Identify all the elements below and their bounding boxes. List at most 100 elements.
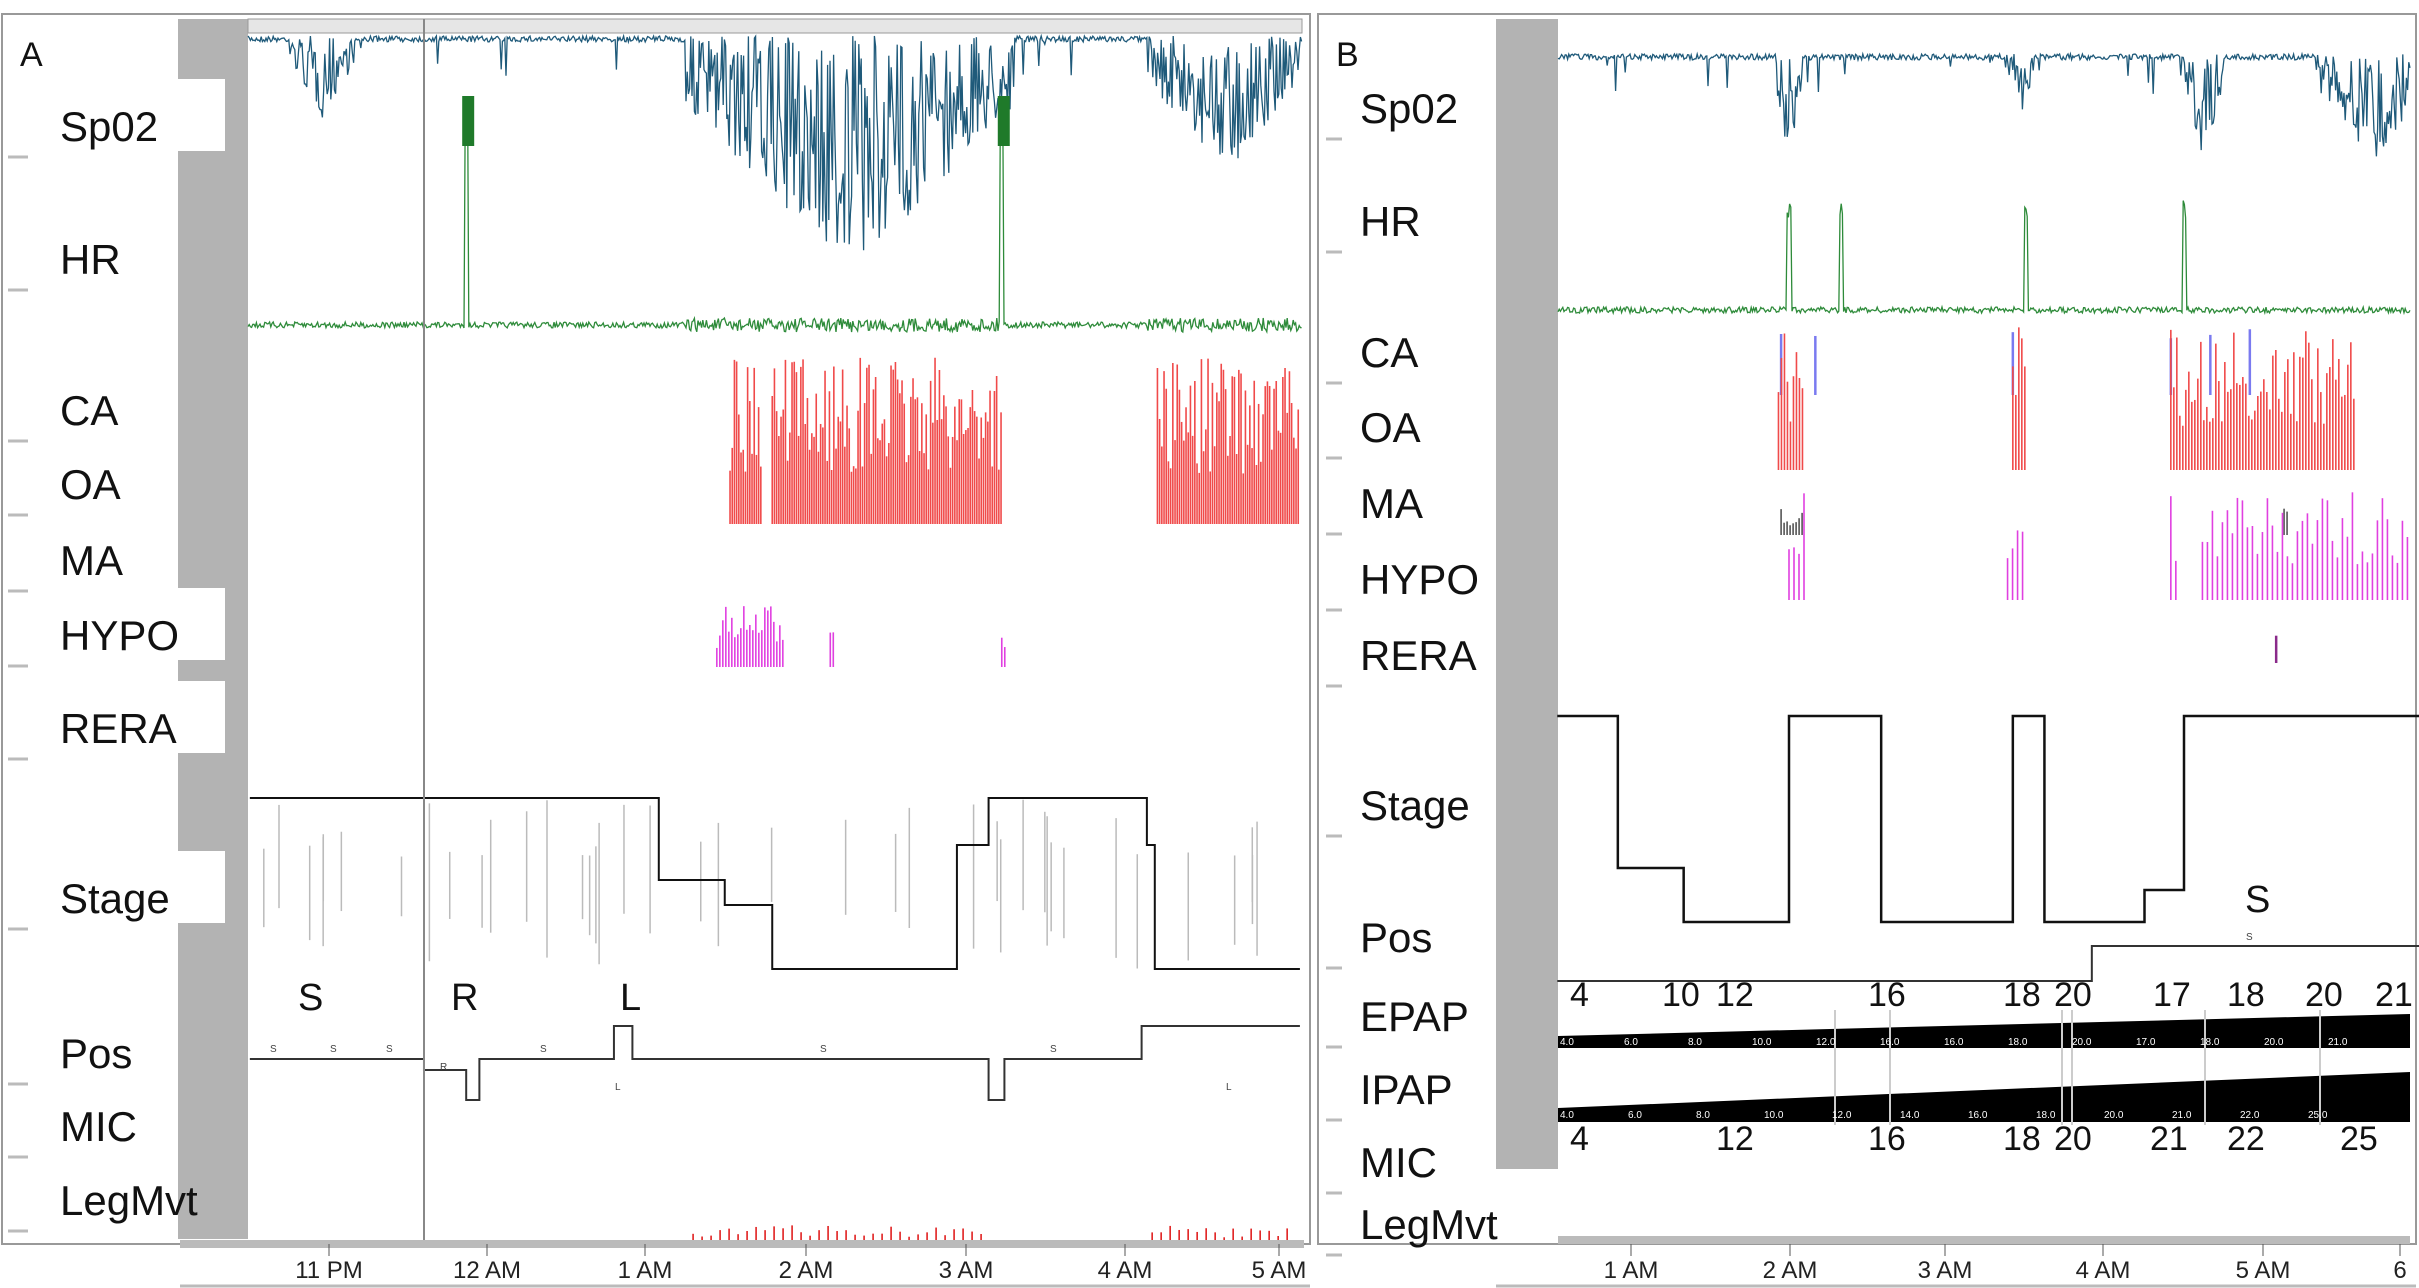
- channel-label-b: LegMvt: [1360, 1201, 1498, 1248]
- hr-spike-marker: [997, 96, 1010, 146]
- epap-pressure-band: [1558, 1014, 2410, 1048]
- channel-label-a: Pos: [60, 1030, 132, 1077]
- channel-label-b: Pos: [1360, 914, 1432, 961]
- position-label: R: [451, 977, 478, 1019]
- spo2-trace: [247, 33, 1303, 251]
- position-small-label: S: [330, 1044, 337, 1055]
- channel-label-b: MA: [1360, 480, 1423, 527]
- ipap-small-label: 4.0: [1560, 1110, 1574, 1121]
- position-small-label: S: [270, 1044, 277, 1055]
- hr-trace: [1557, 200, 2411, 316]
- spo2-trace: [1557, 51, 2411, 157]
- epap-small-label: 8.0: [1688, 1037, 1702, 1048]
- position-small-label: S: [2246, 932, 2253, 943]
- channel-label-box: [45, 681, 225, 753]
- epap-small-label: 6.0: [1624, 1037, 1638, 1048]
- ipap-small-label: 25.0: [2308, 1110, 2328, 1121]
- epap-level-label: 21: [2375, 976, 2413, 1014]
- channel-label-a: OA: [60, 461, 121, 508]
- channel-label-b: OA: [1360, 404, 1421, 451]
- ipap-small-label: 22.0: [2240, 1110, 2260, 1121]
- channel-label-a: MIC: [60, 1103, 137, 1150]
- ipap-level-label: 22: [2227, 1120, 2265, 1158]
- channel-label-a: RERA: [60, 705, 177, 752]
- x-tick-label: 4 AM: [1098, 1257, 1153, 1284]
- channel-label-a: CA: [60, 387, 118, 434]
- epap-level-label: 16: [1868, 976, 1906, 1014]
- x-tick-label: 2 AM: [1763, 1257, 1818, 1284]
- ipap-level-label: 18: [2003, 1120, 2041, 1158]
- stage-hypnogram: [1557, 714, 2419, 924]
- x-tick-label: 1 AM: [1604, 1257, 1659, 1284]
- stage-hypnogram: [249, 797, 1300, 970]
- channel-label-box: [45, 79, 225, 151]
- channel-label-b: CA: [1360, 329, 1418, 376]
- position-small-label: S: [820, 1044, 827, 1055]
- channel-label-b: Sp02: [1360, 85, 1458, 132]
- ipap-level-label: 16: [1868, 1120, 1906, 1158]
- channel-label-box: [1345, 608, 1495, 680]
- epap-level-label: 18: [2003, 976, 2041, 1014]
- epap-level-label: 10: [1662, 976, 1700, 1014]
- epap-level-label: 17: [2153, 976, 2191, 1014]
- ipap-small-label: 14.0: [1900, 1110, 1920, 1121]
- epap-small-label: 20.0: [2072, 1037, 2092, 1048]
- epap-small-label: 16.0: [1880, 1037, 1900, 1048]
- ipap-level-label: 12: [1716, 1120, 1754, 1158]
- ipap-small-label: 6.0: [1628, 1110, 1642, 1121]
- position-label: L: [620, 977, 641, 1019]
- epap-small-label: 4.0: [1560, 1037, 1574, 1048]
- ipap-level-label: 4: [1570, 1120, 1589, 1158]
- epap-level-label: 4: [1570, 976, 1589, 1014]
- channel-label-a: Sp02: [60, 103, 158, 150]
- x-tick-label: 6: [2393, 1257, 2406, 1284]
- channel-label-a: HR: [60, 236, 121, 283]
- position-trace: [249, 1025, 1300, 1101]
- channel-label-b: EPAP: [1360, 993, 1469, 1040]
- epap-small-label: 20.0: [2264, 1037, 2284, 1048]
- position-small-label: S: [386, 1044, 393, 1055]
- position-trace: [1557, 945, 2419, 982]
- channel-label-a: Stage: [60, 875, 170, 922]
- ipap-small-label: 21.0: [2172, 1110, 2192, 1121]
- panel-a-axis-bar: [180, 1240, 1304, 1248]
- ipap-small-label: 16.0: [1968, 1110, 1988, 1121]
- x-tick-label: 3 AM: [1918, 1257, 1973, 1284]
- channel-label-a: LegMvt: [60, 1177, 198, 1224]
- hr-spike-marker: [462, 96, 475, 146]
- channel-label-a: HYPO: [60, 612, 179, 659]
- panel-b-axis-bar: [1558, 1236, 2410, 1244]
- channel-label-box: [45, 588, 225, 660]
- panel-a-letter: A: [20, 36, 43, 74]
- position-small-label: L: [1226, 1082, 1232, 1093]
- x-tick-label: 12 AM: [453, 1257, 521, 1284]
- panel-b-traces: SS 4 10 12 16 18 20 17 18 20 21 4 12 16 18 20 21 22 25 4.0 6…: [1557, 51, 2419, 1158]
- channel-label-b: HYPO: [1360, 556, 1479, 603]
- channel-label-b: MIC: [1360, 1139, 1437, 1186]
- x-tick-label: 1 AM: [618, 1257, 673, 1284]
- ipap-small-label: 18.0: [2036, 1110, 2056, 1121]
- position-small-label: S: [1050, 1044, 1057, 1055]
- channel-label-a: MA: [60, 537, 123, 584]
- channel-label-box: [1345, 758, 1495, 830]
- channel-label-b: RERA: [1360, 632, 1477, 679]
- ipap-pressure-band: [1558, 1072, 2410, 1122]
- panel-a-traces: S R L S S S R S L S S L: [247, 19, 1303, 1243]
- ipap-small-label: 8.0: [1696, 1110, 1710, 1121]
- x-tick-label: 5 AM: [2236, 1257, 2291, 1284]
- epap-level-label: 20: [2305, 976, 2343, 1014]
- position-label: S: [2245, 879, 2270, 921]
- position-small-label: S: [540, 1044, 547, 1055]
- time-axes: 11 PM 12 AM 1 AM 2 AM 3 AM 4 AM 5 AM 1 AM 2 AM 3 …: [180, 1236, 2416, 1288]
- channel-label-box: [1345, 61, 1495, 133]
- channel-label-b: Stage: [1360, 782, 1470, 829]
- epap-small-label: 17.0: [2136, 1037, 2156, 1048]
- ipap-small-label: 20.0: [2104, 1110, 2124, 1121]
- epap-small-label: 21.0: [2328, 1037, 2348, 1048]
- ipap-level-label: 21: [2150, 1120, 2188, 1158]
- channel-labels: Sp02 HR CA OA MA HYPO RERA Stage Pos MIC LegMvt Sp0…: [8, 61, 1498, 1257]
- epap-small-label: 18.0: [2008, 1037, 2028, 1048]
- epap-small-label: 10.0: [1752, 1037, 1772, 1048]
- position-label: S: [298, 977, 323, 1019]
- position-small-label: R: [440, 1062, 447, 1073]
